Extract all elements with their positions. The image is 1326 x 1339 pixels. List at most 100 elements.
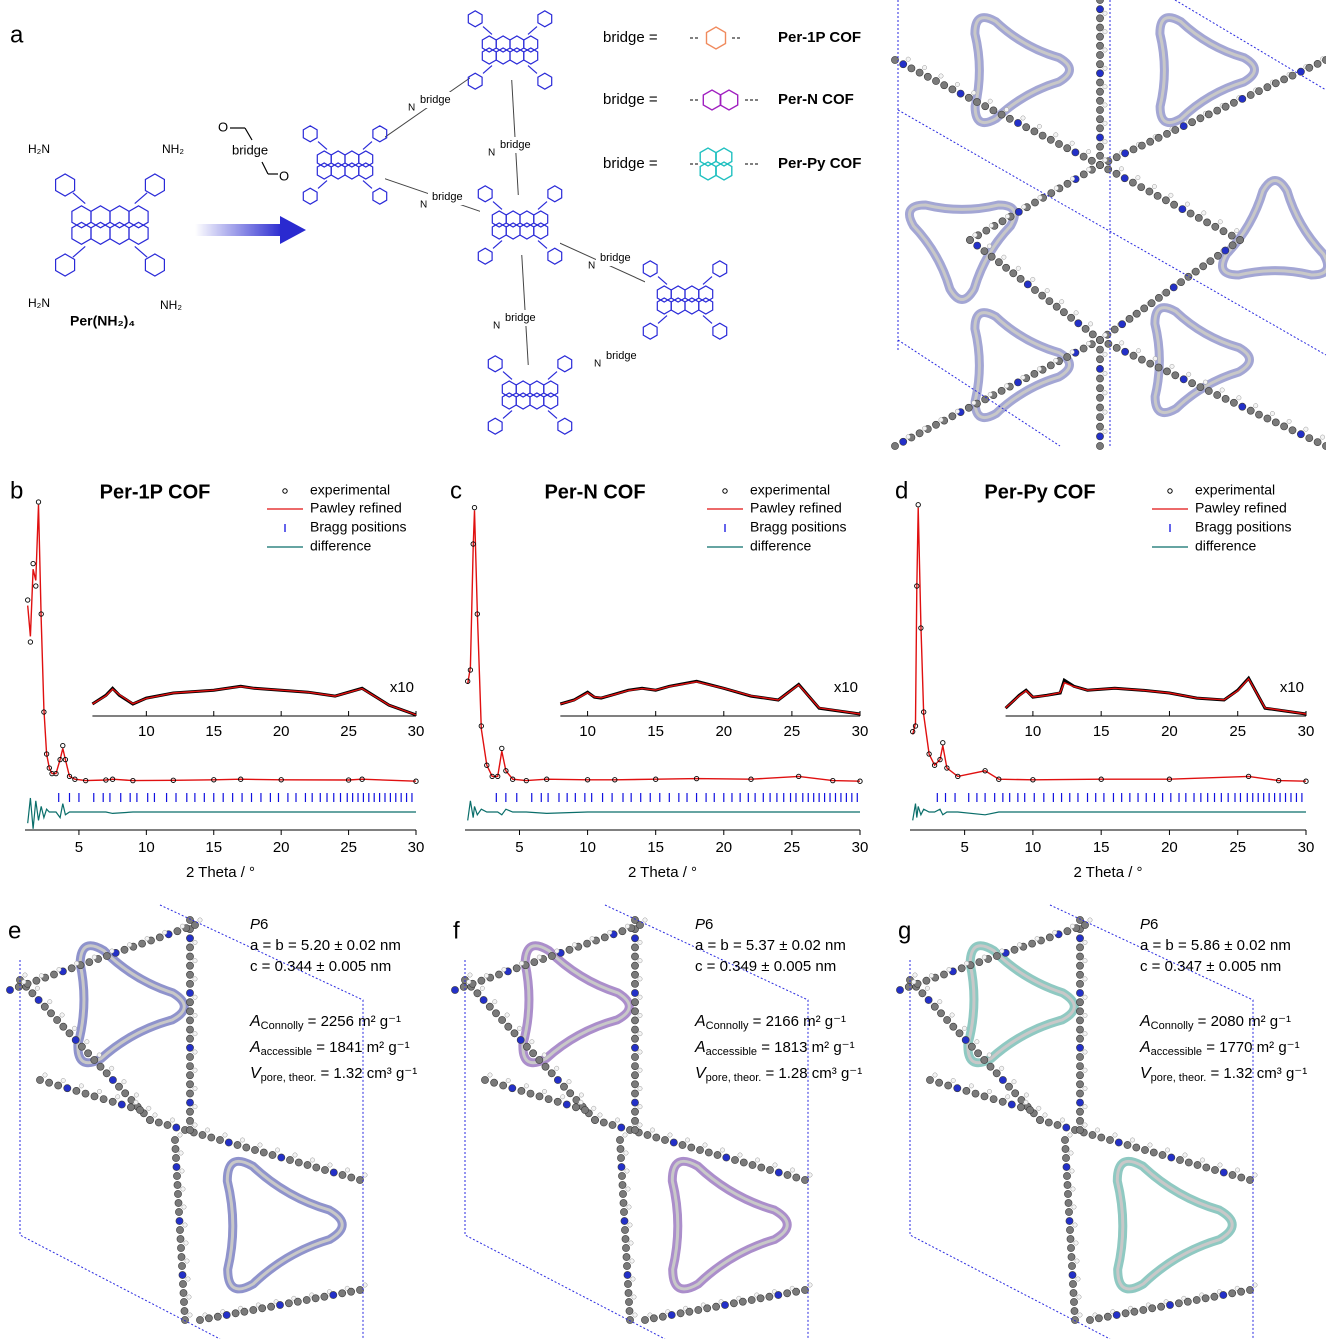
hydrogen	[182, 1205, 186, 1209]
inset-tick-label: 20	[715, 723, 732, 740]
atom	[1306, 64, 1313, 71]
atom	[1197, 115, 1204, 122]
atom	[50, 971, 57, 978]
hydrogen	[1235, 1168, 1239, 1172]
atom	[618, 1163, 625, 1170]
atom	[186, 962, 193, 969]
pore-outline	[1117, 1161, 1232, 1289]
atom	[268, 1303, 275, 1310]
atom	[1076, 962, 1083, 969]
core-bg	[470, 20, 550, 80]
hydrogen	[1203, 380, 1207, 384]
bridge-prefix: bridge =	[603, 91, 658, 108]
atom	[661, 1136, 668, 1143]
hydrogen	[275, 1148, 279, 1152]
atom	[1214, 391, 1221, 398]
atom	[1203, 1164, 1210, 1171]
hydrogen	[188, 1313, 192, 1317]
atom	[286, 1156, 293, 1163]
hydrogen	[638, 977, 642, 981]
atom	[1171, 201, 1178, 208]
hydrogen	[193, 977, 197, 981]
atom	[499, 1016, 506, 1023]
hydrogen	[60, 1013, 64, 1017]
atom	[523, 1043, 530, 1050]
hydrogen	[1103, 85, 1107, 89]
hydrogen	[205, 1128, 209, 1132]
atom	[1076, 1026, 1083, 1033]
ring	[707, 27, 726, 49]
legend-marker	[283, 489, 287, 493]
atom	[480, 996, 487, 1003]
ring	[700, 148, 716, 166]
property: AConnolly = 2080 m² g⁻¹	[1139, 1013, 1291, 1032]
atom	[1069, 1271, 1076, 1278]
atom	[572, 1104, 579, 1111]
atom	[186, 1053, 193, 1060]
atom	[1026, 1106, 1033, 1113]
hydrogen	[965, 961, 969, 965]
atom	[1297, 431, 1304, 438]
x-tick-label: 25	[784, 839, 801, 856]
atom	[1054, 1121, 1061, 1128]
hydrogen	[181, 1187, 185, 1191]
atom	[965, 404, 972, 411]
atom	[173, 1172, 180, 1179]
atom	[115, 1083, 122, 1090]
atom	[1096, 442, 1103, 449]
atom	[622, 1235, 629, 1242]
bridge-prefix: bridge =	[603, 29, 658, 46]
x-axis-label: 2 Theta / °	[1073, 864, 1142, 881]
hydrogen	[1136, 349, 1140, 353]
hydrogen	[1016, 266, 1020, 270]
experimental-point	[61, 743, 65, 747]
hydrogen	[1000, 949, 1004, 953]
atom	[1062, 1145, 1069, 1152]
atom	[1096, 33, 1103, 40]
atom	[500, 1082, 507, 1089]
atom	[481, 1076, 488, 1083]
atom	[932, 421, 939, 428]
hydrogen	[906, 57, 910, 61]
atom	[1322, 442, 1326, 449]
hydrogen	[193, 1013, 197, 1017]
atom	[495, 971, 502, 978]
atom	[100, 1096, 107, 1103]
atom	[60, 1023, 67, 1030]
atom	[1064, 145, 1071, 152]
atom	[186, 1063, 193, 1070]
atom	[174, 928, 181, 935]
hydrogen	[127, 943, 131, 947]
inset-tick-label: 10	[1025, 723, 1042, 740]
chart-title: Per-1P COF	[100, 481, 211, 503]
hydrogen	[1083, 1086, 1087, 1090]
atom	[1066, 1217, 1073, 1224]
hydrogen	[1103, 48, 1107, 52]
atom	[1023, 124, 1030, 131]
atom	[1003, 264, 1010, 271]
ring	[72, 222, 91, 244]
atom	[103, 952, 110, 959]
panel-label: d	[895, 477, 908, 504]
atom	[740, 1159, 747, 1166]
atom	[631, 1053, 638, 1060]
atom	[1064, 1181, 1071, 1188]
hydrogen	[592, 1106, 596, 1110]
atom	[460, 983, 467, 990]
pore-outline	[78, 946, 184, 1063]
hydrogen	[480, 986, 484, 990]
atom	[241, 1308, 248, 1315]
hydrogen	[627, 1205, 631, 1209]
atom	[891, 442, 898, 449]
atom	[1096, 423, 1103, 430]
x-tick-label: 25	[340, 839, 357, 856]
atom	[1076, 1053, 1083, 1060]
hydrogen	[506, 1078, 510, 1082]
nitrogen: N	[420, 200, 427, 211]
atom	[1113, 344, 1120, 351]
hydrogen	[1077, 1295, 1081, 1299]
atom	[91, 1093, 98, 1100]
atom	[626, 1307, 633, 1314]
atom	[1220, 228, 1227, 235]
ring	[72, 206, 91, 228]
